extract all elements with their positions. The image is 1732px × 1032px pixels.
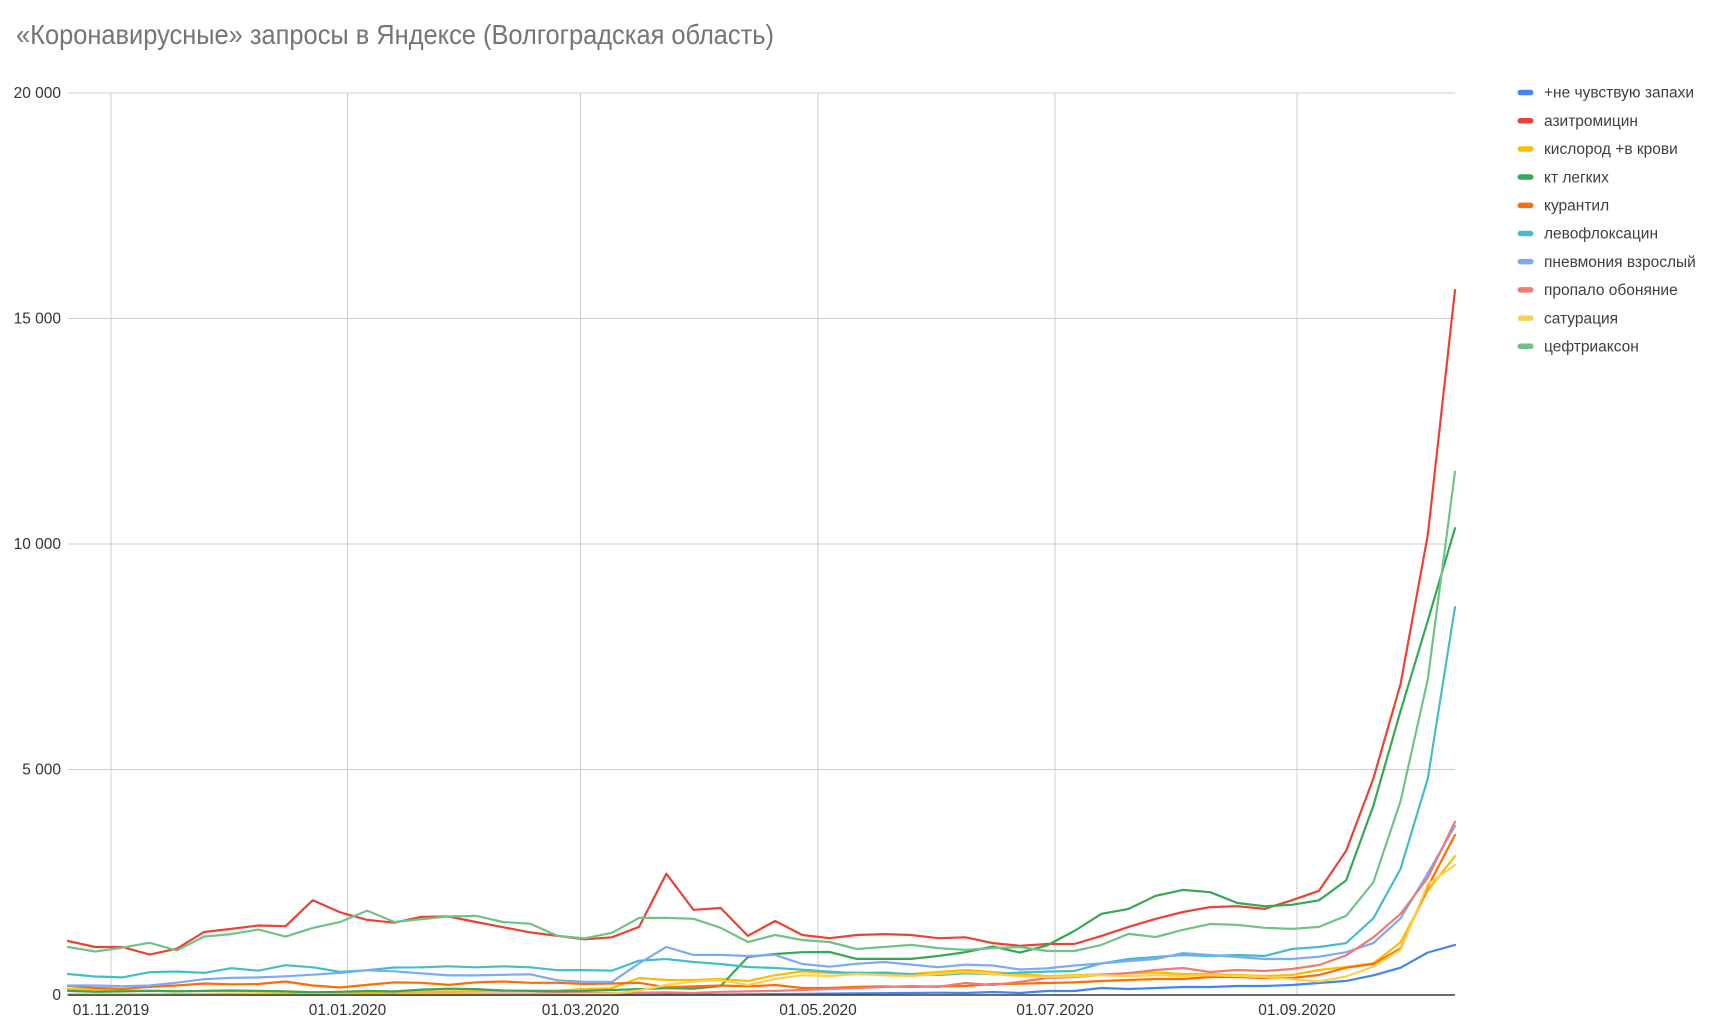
svg-text:01.01.2020: 01.01.2020 [309,1002,387,1019]
svg-text:левофлоксацин: левофлоксацин [1544,226,1658,243]
svg-text:01.05.2020: 01.05.2020 [779,1002,857,1019]
svg-text:15 000: 15 000 [14,311,62,328]
svg-text:пропало обоняние: пропало обоняние [1544,282,1678,299]
svg-text:+не чувствую запахи: +не чувствую запахи [1544,85,1694,102]
svg-text:01.09.2020: 01.09.2020 [1258,1002,1336,1019]
svg-text:01.11.2019: 01.11.2019 [73,1002,149,1019]
svg-text:01.07.2020: 01.07.2020 [1016,1002,1094,1019]
svg-text:10 000: 10 000 [14,536,62,553]
svg-text:кислород +в крови: кислород +в крови [1544,141,1678,158]
svg-text:сатурация: сатурация [1544,310,1618,327]
svg-text:пневмония взрослый: пневмония взрослый [1544,254,1696,271]
svg-text:0: 0 [52,987,61,1004]
svg-text:кт легких: кт легких [1544,169,1609,186]
svg-text:«Коронавирусные» запросы в Янд: «Коронавирусные» запросы в Яндексе (Волг… [16,19,774,50]
svg-text:цефтриаксон: цефтриаксон [1544,339,1639,356]
svg-text:курантил: курантил [1544,198,1609,215]
svg-text:20 000: 20 000 [14,85,62,102]
svg-text:01.03.2020: 01.03.2020 [542,1002,620,1019]
svg-text:азитромицин: азитромицин [1544,113,1638,130]
svg-text:5 000: 5 000 [22,762,61,779]
